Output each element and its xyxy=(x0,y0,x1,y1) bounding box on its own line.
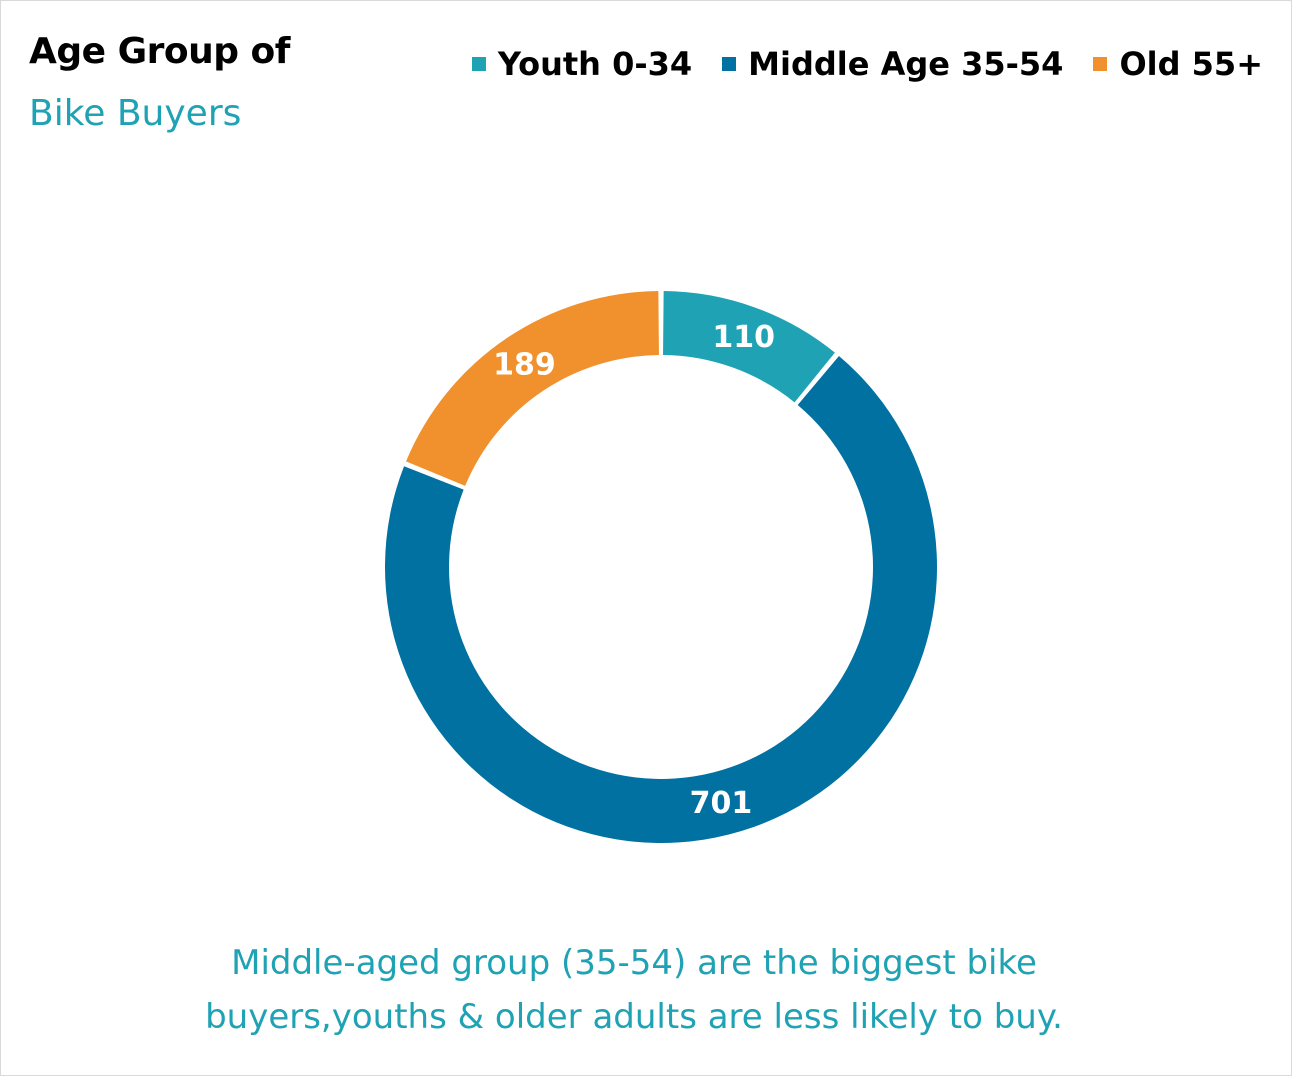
data-label-old: 189 xyxy=(493,347,556,382)
donut-slice-youth xyxy=(663,291,835,403)
legend-item-old: Old 55+ xyxy=(1093,45,1263,83)
legend-label-middle-age: Middle Age 35-54 xyxy=(748,45,1064,83)
donut-labels: 110 701 189 xyxy=(493,320,775,821)
legend-label-old: Old 55+ xyxy=(1119,45,1263,83)
donut-slice-middle-age xyxy=(385,356,937,843)
legend-item-youth: Youth 0-34 xyxy=(471,45,693,83)
data-label-middle-age: 701 xyxy=(690,786,753,821)
caption-line-1: Middle-aged group (35-54) are the bigges… xyxy=(231,943,1037,983)
legend: Youth 0-34 Middle Age 35-54 Old 55+ xyxy=(471,45,1263,83)
donut-slice-old xyxy=(406,291,659,486)
legend-swatch-youth xyxy=(471,57,486,71)
data-label-youth: 110 xyxy=(712,320,775,355)
caption-line-2: buyers,youths & older adults are less li… xyxy=(205,997,1063,1037)
chart-title: Age Group of xyxy=(29,31,290,72)
legend-swatch-middle-age xyxy=(722,57,737,71)
chart-caption: Middle-aged group (35-54) are the bigges… xyxy=(1,936,1267,1044)
legend-label-youth: Youth 0-34 xyxy=(497,45,693,83)
chart-subtitle: Bike Buyers xyxy=(29,93,242,134)
legend-swatch-old xyxy=(1093,57,1108,71)
donut-slices xyxy=(385,291,937,843)
legend-item-middle-age: Middle Age 35-54 xyxy=(722,45,1063,83)
